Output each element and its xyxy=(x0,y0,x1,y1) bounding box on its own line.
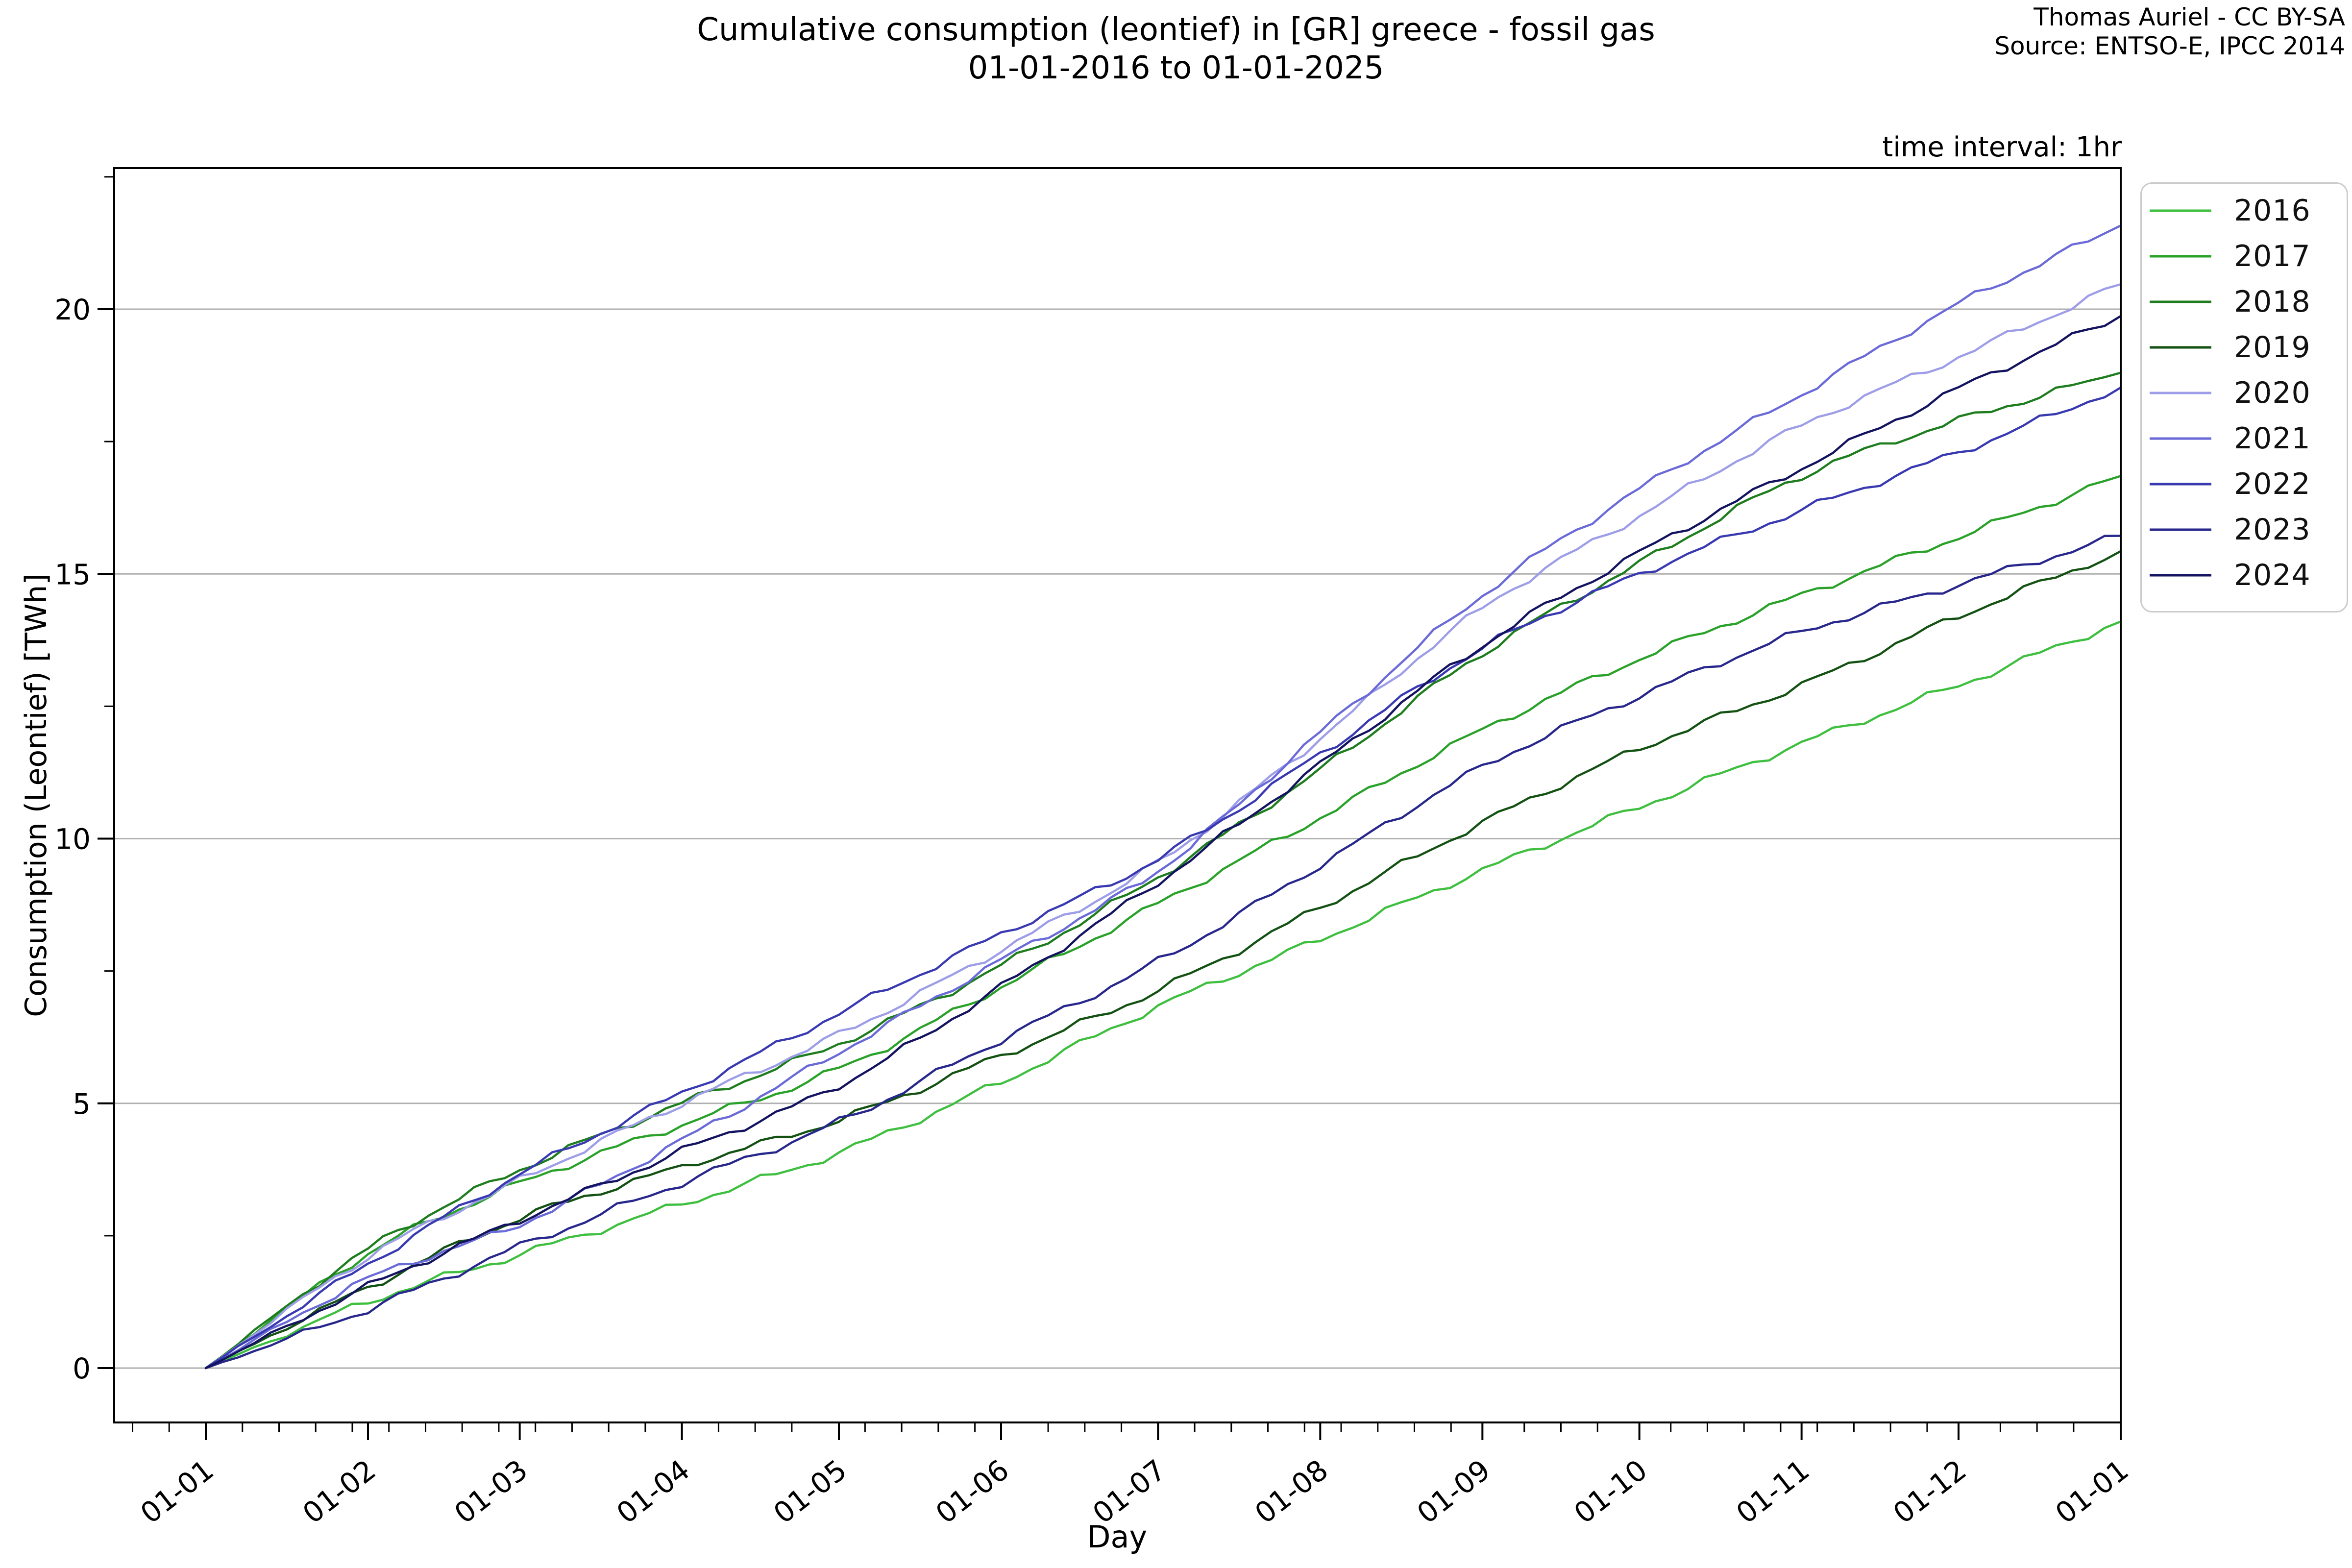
legend-label-2020: 2020 xyxy=(2234,375,2311,410)
x-tick-label-5: 01-06 xyxy=(930,1453,1015,1530)
x-tick-label-0: 01-01 xyxy=(134,1453,220,1530)
x-tick-label-10: 01-11 xyxy=(1730,1453,1816,1530)
legend-line-swatch-2024 xyxy=(2150,574,2211,576)
legend-item-2019: 2019 xyxy=(2149,324,2347,370)
legend-line-swatch-2019 xyxy=(2150,346,2211,348)
y-tick-label-0: 0 xyxy=(73,1352,91,1385)
x-tick-label-2: 01-03 xyxy=(448,1453,534,1530)
chart-title: Cumulative consumption (leontief) in [GR… xyxy=(0,11,2352,87)
legend-label-2017: 2017 xyxy=(2234,239,2311,273)
x-tick-label-1: 01-02 xyxy=(296,1453,382,1530)
x-tick-label-11: 01-12 xyxy=(1887,1453,1973,1530)
series-line-2022 xyxy=(204,386,2122,1370)
series-line-2020 xyxy=(204,283,2122,1370)
attribution: Thomas Auriel - CC BY-SA Source: ENTSO-E… xyxy=(1994,3,2345,61)
legend-line-swatch-2016 xyxy=(2150,209,2211,212)
legend-label-2021: 2021 xyxy=(2234,421,2311,456)
x-tick-label-8: 01-09 xyxy=(1411,1453,1496,1530)
series-line-2024 xyxy=(204,315,2122,1370)
legend-item-2016: 2016 xyxy=(2149,188,2347,233)
legend-label-2022: 2022 xyxy=(2234,466,2311,501)
legend-item-2024: 2024 xyxy=(2149,552,2347,598)
chart-title-line2: 01-01-2016 to 01-01-2025 xyxy=(968,50,1384,87)
x-tick-label-9: 01-10 xyxy=(1568,1453,1654,1530)
series-line-2016 xyxy=(204,620,2122,1370)
legend-line-swatch-2018 xyxy=(2150,300,2211,303)
y-tick-label-10: 10 xyxy=(54,823,91,856)
legend-label-2023: 2023 xyxy=(2234,512,2311,547)
legend-label-2016: 2016 xyxy=(2234,193,2311,228)
legend-item-2020: 2020 xyxy=(2149,370,2347,416)
series-line-2017 xyxy=(204,475,2122,1370)
legend-item-2018: 2018 xyxy=(2149,279,2347,324)
x-tick-label-3: 01-04 xyxy=(611,1453,696,1530)
legend-line-swatch-2022 xyxy=(2150,483,2211,485)
attribution-source: Source: ENTSO-E, IPCC 2014 xyxy=(1994,32,2345,60)
series-line-2021 xyxy=(204,224,2122,1370)
x-tick-label-4: 01-05 xyxy=(767,1453,853,1530)
y-tick-label-20: 20 xyxy=(54,293,91,326)
legend-line-swatch-2020 xyxy=(2150,392,2211,394)
chart-title-line1: Cumulative consumption (leontief) in [GR… xyxy=(697,12,1655,48)
y-tick-label-5: 5 xyxy=(73,1087,91,1121)
series-line-2019 xyxy=(204,550,2122,1370)
x-axis-label: Day xyxy=(1087,1519,1148,1555)
x-tick-label-12: 01-01 xyxy=(2049,1453,2135,1530)
legend-item-2021: 2021 xyxy=(2149,416,2347,461)
attribution-author: Thomas Auriel - CC BY-SA xyxy=(2034,3,2345,31)
series-line-2018 xyxy=(204,371,2122,1370)
legend-line-swatch-2023 xyxy=(2150,528,2211,531)
legend-label-2019: 2019 xyxy=(2234,330,2311,365)
x-tick-label-7: 01-08 xyxy=(1249,1453,1334,1530)
legend: 2016 2017 2018 2019 2020 2021 2022 2023 2024 xyxy=(2140,182,2348,612)
legend-item-2022: 2022 xyxy=(2149,461,2347,507)
series-line-2023 xyxy=(204,535,2122,1370)
y-axis-label: Consumption (Leontief) [TWh] xyxy=(19,573,53,1017)
legend-label-2024: 2024 xyxy=(2234,558,2311,592)
y-tick-label-15: 15 xyxy=(54,558,91,591)
legend-item-2017: 2017 xyxy=(2149,233,2347,279)
legend-item-2023: 2023 xyxy=(2149,507,2347,552)
legend-label-2018: 2018 xyxy=(2234,284,2311,319)
legend-line-swatch-2021 xyxy=(2150,437,2211,440)
legend-line-swatch-2017 xyxy=(2150,255,2211,257)
time-interval-note: time interval: 1hr xyxy=(1882,131,2122,163)
axes-spines xyxy=(113,167,2122,1423)
